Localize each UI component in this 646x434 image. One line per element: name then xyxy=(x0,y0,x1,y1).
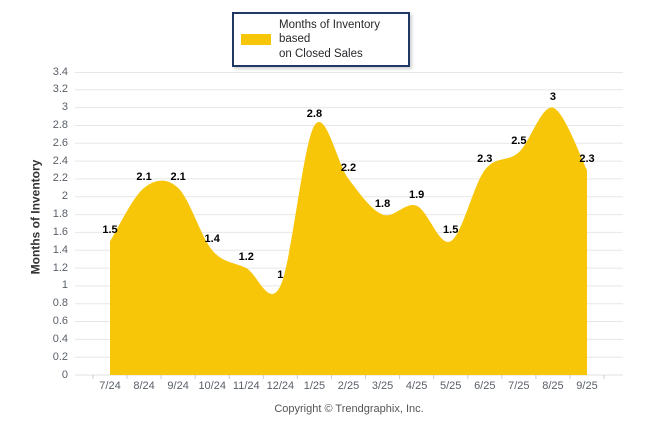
y-axis-tick-label: 2.6 xyxy=(52,136,68,149)
x-axis-tick-label: 4/25 xyxy=(405,380,428,392)
y-axis-tick-label: 3 xyxy=(61,101,68,114)
y-axis-tick-label: 2.8 xyxy=(52,118,68,131)
y-axis-tick-label: 2.2 xyxy=(52,172,68,185)
y-axis-tick-label: 3.2 xyxy=(52,83,68,96)
x-axis-tick-label: 11/24 xyxy=(232,380,260,392)
x-axis-tick-label: 7/24 xyxy=(99,380,121,392)
y-axis-tick-label: 2.4 xyxy=(52,154,68,167)
y-axis-tick-label: 1 xyxy=(61,279,68,292)
legend-label: Months of Inventory based on Closed Sale… xyxy=(279,18,401,61)
x-axis-tick-label: 6/25 xyxy=(474,380,496,392)
legend-label-line2: on Closed Sales xyxy=(279,47,363,60)
x-axis-tick-label: 7/25 xyxy=(508,380,530,392)
area-series xyxy=(110,107,587,375)
x-axis-tick-label: 9/25 xyxy=(576,380,598,392)
x-axis: 7/24 8/24 9/24 10/24 11/24 12/24 1/25 2/25 3/25 4… xyxy=(75,380,623,394)
y-axis-tick-label: 2 xyxy=(61,190,68,203)
legend-swatch-icon xyxy=(241,34,271,46)
copyright-text: Copyright © Trendgraphix, Inc. xyxy=(274,403,424,415)
y-axis-tick-label: 0.4 xyxy=(52,332,68,345)
legend-label-line1: Months of Inventory based xyxy=(279,19,380,46)
x-axis-tick-label: 3/25 xyxy=(371,380,394,392)
area-chart-svg xyxy=(75,72,623,379)
y-axis-tick-label: 0.8 xyxy=(52,297,68,310)
x-axis-tick-label: 12/24 xyxy=(266,380,295,392)
x-axis-tick-label: 1/25 xyxy=(303,380,326,392)
y-axis-tick-label: 1.6 xyxy=(52,225,68,238)
y-axis-tick-label: 0.2 xyxy=(52,350,68,363)
y-axis-tick-label: 1.2 xyxy=(52,261,68,274)
y-axis-tick-label: 1.8 xyxy=(52,208,68,221)
y-axis-tick-label: 3.4 xyxy=(52,65,68,78)
x-axis-tick-label: 8/24 xyxy=(133,380,155,392)
plot-area xyxy=(75,72,623,380)
legend: Months of Inventory based on Closed Sale… xyxy=(232,12,410,68)
y-axis-tick-label: 1.4 xyxy=(52,243,68,256)
x-axis-tick-label: 10/24 xyxy=(198,380,226,392)
x-axis-tick-label: 5/25 xyxy=(439,380,462,392)
y-axis-tick-label: 0 xyxy=(61,368,68,381)
x-axis-tick-label: 2/25 xyxy=(337,380,360,392)
y-axis: 0 0.2 0.4 0.6 0.8 1 1.2 1.4 1.6 1.8 2 2.2 2.4 2.6 2.8 3… xyxy=(0,66,68,381)
x-axis-tick-label: 9/24 xyxy=(167,380,189,392)
x-axis-tick-label: 8/25 xyxy=(542,380,564,392)
y-axis-tick-label: 0.6 xyxy=(52,315,68,328)
